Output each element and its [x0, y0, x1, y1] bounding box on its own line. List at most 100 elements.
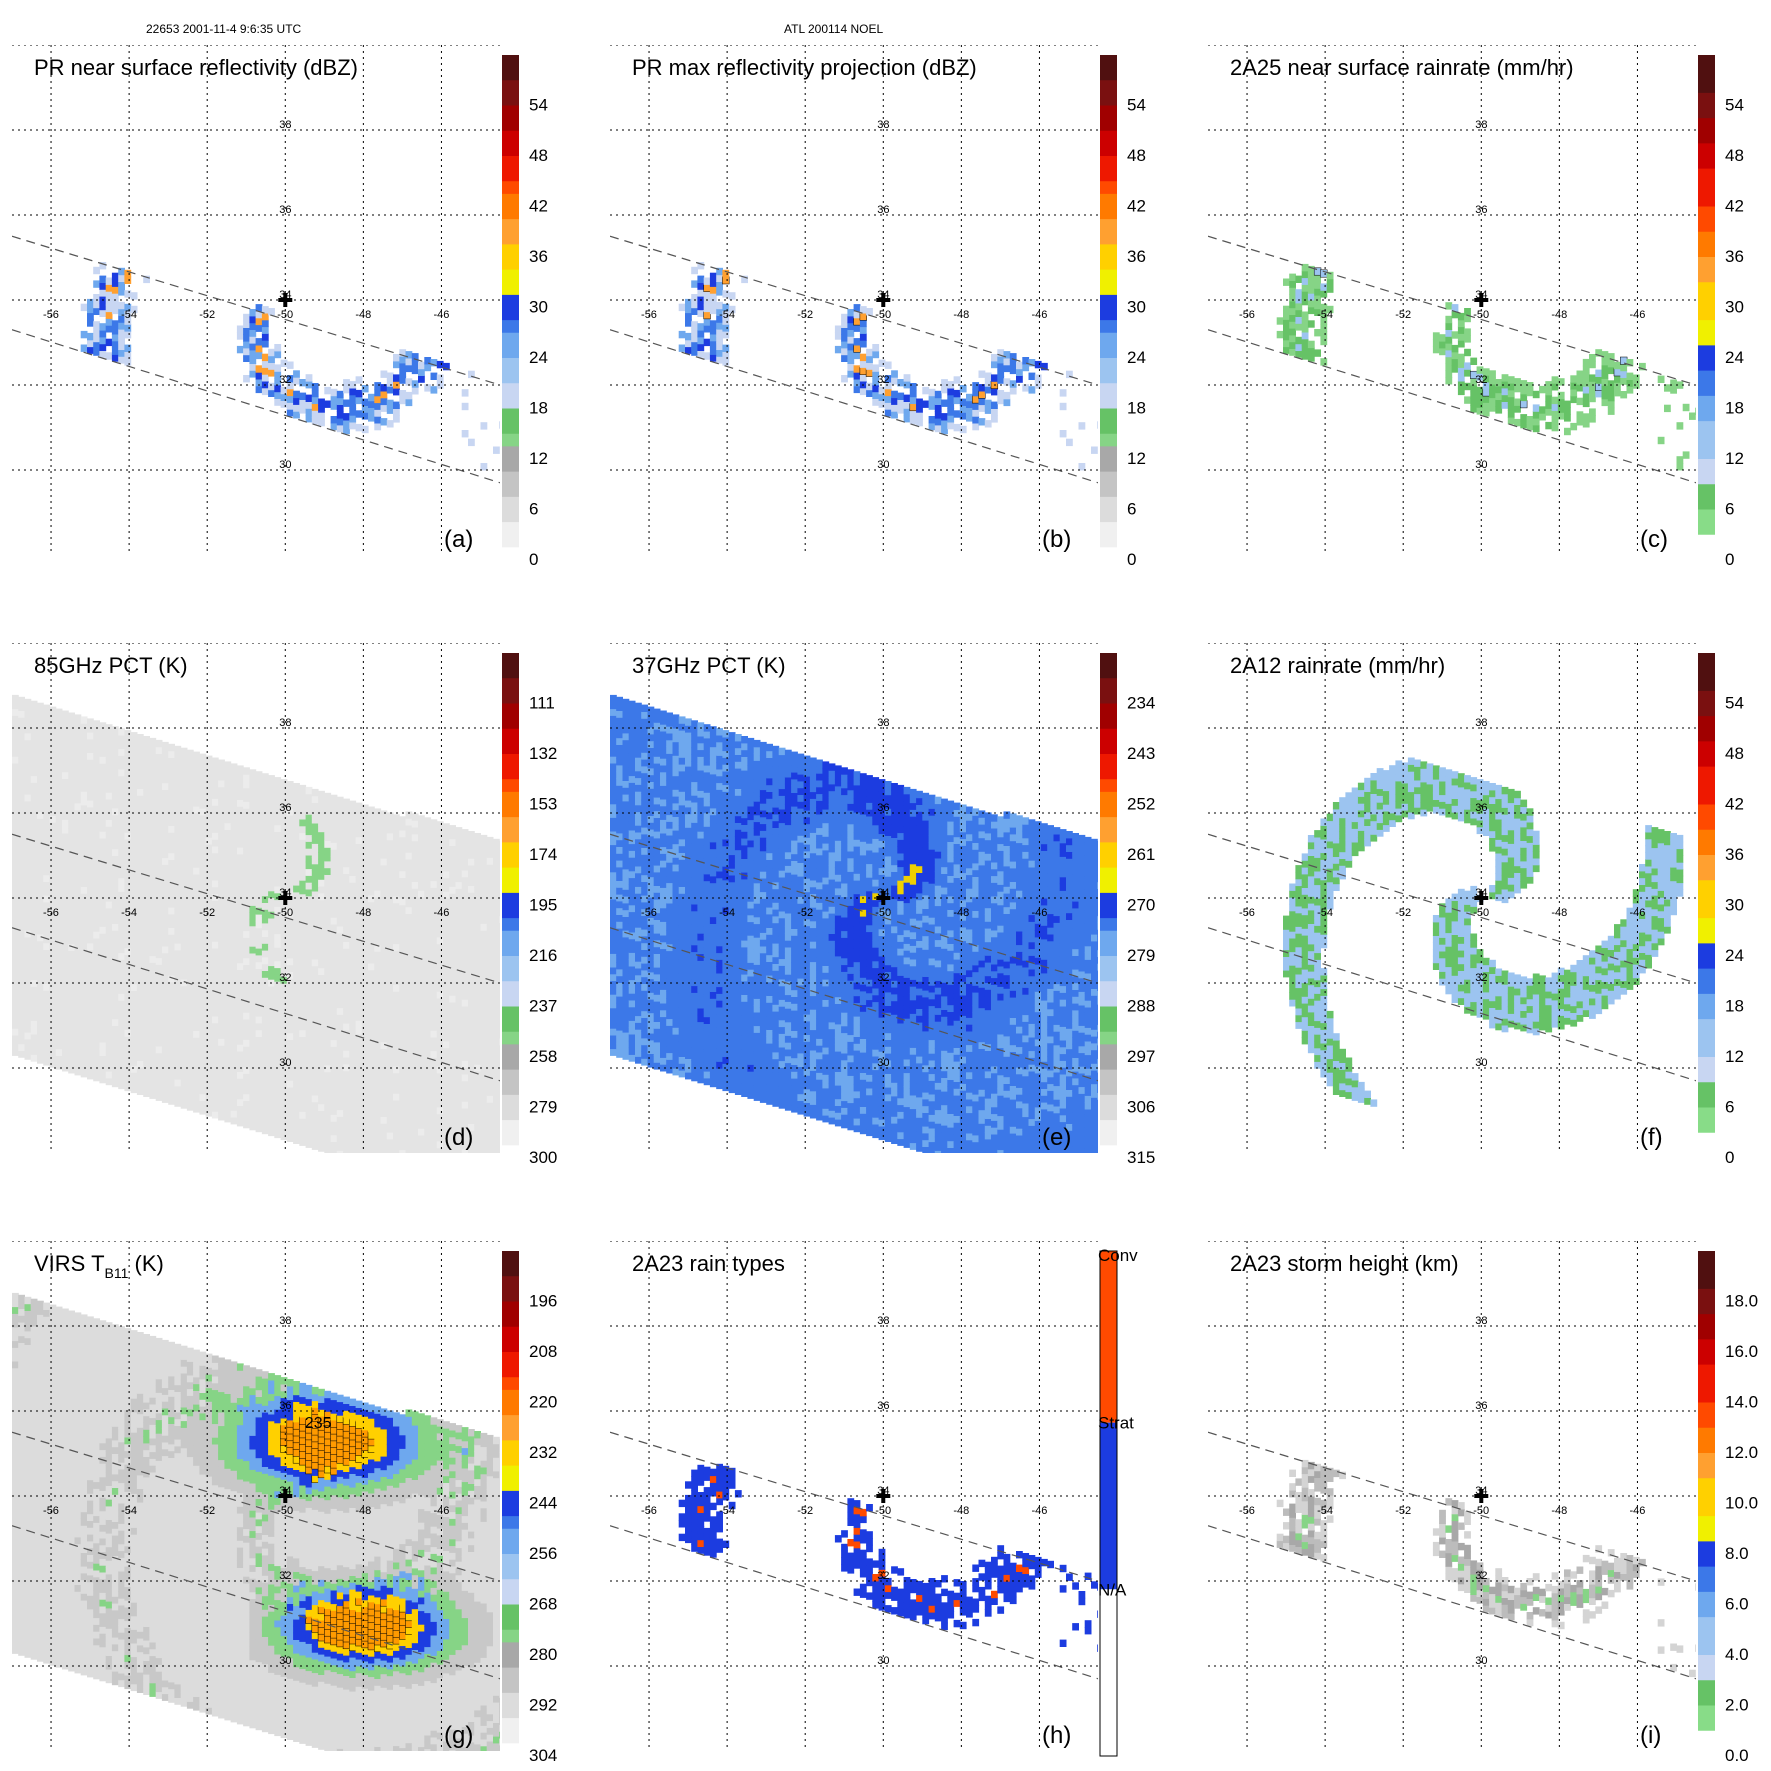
- storm-center-marker: [876, 293, 891, 307]
- lon-tick-label: -48: [355, 309, 371, 321]
- colorbar-tick-label: 306: [1127, 1098, 1155, 1117]
- grid-a: [12, 45, 500, 555]
- colorbar-segment: [1698, 690, 1715, 704]
- colorbar-segment: [1698, 1364, 1715, 1378]
- lon-tick-label: -54: [719, 907, 735, 919]
- colorbar-tick-label: 297: [1127, 1047, 1155, 1066]
- colorbar-segment: [1698, 307, 1715, 321]
- colorbar-tick-label: Strat: [1098, 1414, 1134, 1433]
- colorbar-segment: [502, 433, 519, 447]
- colorbar-segment: [502, 754, 519, 768]
- colorbar-segment: [502, 1132, 519, 1146]
- colorbar-segment: [1100, 332, 1117, 346]
- plot-area-b: -56 -54 -52 -50 -48 -46 40 38 36 34 32 30: [610, 45, 1098, 555]
- colorbar-segment: [1698, 1019, 1715, 1033]
- colorbar-segment: [502, 446, 519, 460]
- colorbar-segment: [1100, 181, 1117, 195]
- panel-letter-c: (c): [1640, 526, 1668, 553]
- panel-title-d: 85GHz PCT (K): [34, 653, 188, 678]
- data-raster-h: [678, 1463, 1098, 1652]
- colorbar-segment: [502, 1528, 519, 1542]
- lon-tick-label: -50: [875, 907, 891, 919]
- colorbar-segment: [1698, 130, 1715, 144]
- colorbar-segment: [1698, 55, 1715, 69]
- colorbar-segment: [1100, 358, 1117, 372]
- lat-tick-label: 32: [279, 374, 291, 386]
- colorbar-segment: [502, 421, 519, 435]
- grid-f: [1208, 643, 1696, 1153]
- colorbar-tick-label: 30: [529, 298, 548, 317]
- panel-title-i: 2A23 storm height (km): [1230, 1251, 1459, 1276]
- colorbar-segment: [1100, 130, 1117, 144]
- panel-c: -56 -54 -52 -50 -48 -46 40 38 36 34 32 30 2A25 near …: [1208, 45, 1744, 569]
- colorbar-segment: [502, 1006, 519, 1020]
- colorbar-tick-label: 48: [1127, 146, 1146, 165]
- colorbar-segment: [1698, 118, 1715, 132]
- panel-letter-g: (g): [444, 1722, 473, 1749]
- colorbar-segment: [1100, 653, 1117, 667]
- grid-c: [1208, 45, 1696, 555]
- colorbar-segment: [502, 156, 519, 170]
- colorbar-tick-label: 36: [1725, 247, 1744, 266]
- colorbar-segment: [1698, 358, 1715, 372]
- lon-tick-label: -46: [433, 309, 449, 321]
- colorbar-segment: [1698, 383, 1715, 397]
- colorbar-segment: [1698, 80, 1715, 94]
- colorbar-segment: [1698, 92, 1715, 106]
- colorbar-segment: [1698, 1503, 1715, 1517]
- colorbar-segment: [502, 105, 519, 119]
- colorbar-segment: [1698, 855, 1715, 869]
- lat-tick-label: 36: [1475, 1400, 1487, 1412]
- colorbar-tick-label: 48: [1725, 146, 1744, 165]
- colorbar-segment: [1698, 804, 1715, 818]
- colorbar-segment: [502, 930, 519, 944]
- colorbar-segment: [502, 67, 519, 81]
- colorbar-segment: [502, 55, 519, 69]
- colorbar-segment: [1698, 1730, 1715, 1744]
- colorbar-segment: [502, 130, 519, 144]
- plot-area-i: -56 -54 -52 -50 -48 -46 40 38 36 34 32 30: [1208, 1241, 1696, 1751]
- colorbar-segment: [1698, 156, 1715, 170]
- colorbar-segment: [502, 1554, 519, 1568]
- lat-tick-label: 34: [1475, 289, 1487, 301]
- lon-tick-label: -52: [199, 907, 215, 919]
- colorbar-segment: [502, 294, 519, 308]
- colorbar-segment: [1698, 1082, 1715, 1096]
- colorbar-segment: [502, 1516, 519, 1530]
- colorbar-segment: [1100, 534, 1117, 548]
- colorbar-tick-label: 36: [529, 247, 548, 266]
- colorbar-segment: [1100, 522, 1117, 536]
- lon-tick-label: -50: [875, 1505, 891, 1517]
- colorbar-segment: [502, 855, 519, 869]
- colorbar-segment: [502, 1415, 519, 1429]
- colorbar-segment: [1100, 55, 1117, 69]
- plot-area-d: -56 -54 -52 -50 -48 -46 40 38 36 34 32 30: [12, 643, 500, 1153]
- colorbar-segment: [1100, 156, 1117, 170]
- colorbar-segment: [1698, 320, 1715, 334]
- colorbar-segment: [502, 80, 519, 94]
- colorbar-segment: [1100, 219, 1117, 233]
- colorbar-segment: [1100, 1251, 1117, 1423]
- plot-area-a: -56 -54 -52 -50 -48 -46 40 38 36 34 32 30: [12, 45, 500, 555]
- lat-tick-label: 36: [279, 802, 291, 814]
- colorbar-segment: [1100, 804, 1117, 818]
- colorbar-tick-label: 174: [529, 845, 557, 864]
- colorbar-tick-label: 14.0: [1725, 1393, 1758, 1412]
- lat-tick-label: 34: [1475, 1485, 1487, 1497]
- colorbar-segment: [1698, 471, 1715, 485]
- colorbar-segment: [1698, 968, 1715, 982]
- colorbar-segment: [502, 1541, 519, 1555]
- colorbar-segment: [502, 1019, 519, 1033]
- colorbar-tick-label: 10.0: [1725, 1494, 1758, 1513]
- colorbar-segment: [1100, 678, 1117, 692]
- data-raster-f: [1283, 757, 1684, 1107]
- lon-tick-label: -46: [1629, 907, 1645, 919]
- colorbar-segment: [1698, 829, 1715, 843]
- colorbar-tick-label: 6: [1127, 500, 1136, 519]
- panel-title-g: VIRS TB11 (K): [34, 1251, 164, 1281]
- lon-tick-label: -54: [719, 1505, 735, 1517]
- colorbar-segment: [1698, 1120, 1715, 1134]
- colorbar-segment: [1698, 1629, 1715, 1643]
- colorbar-segment: [1698, 1743, 1715, 1757]
- lon-tick-label: -50: [277, 309, 293, 321]
